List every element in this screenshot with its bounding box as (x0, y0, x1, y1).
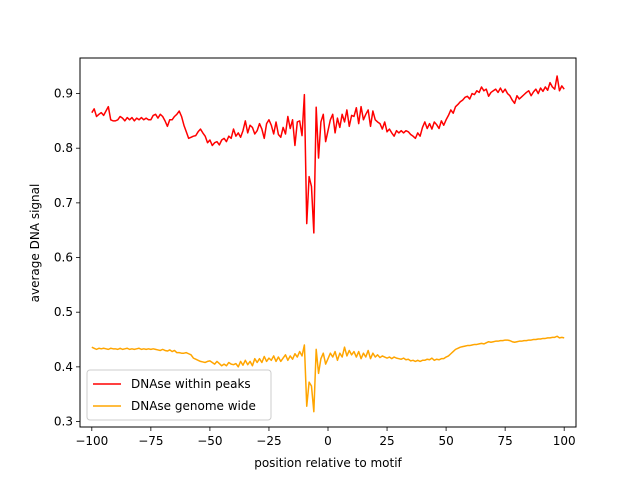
x-axis-label: position relative to motif (254, 456, 402, 470)
x-tick-label: −25 (256, 434, 281, 448)
y-tick-label: 0.3 (54, 415, 73, 429)
y-tick-label: 0.9 (54, 87, 73, 101)
y-axis-label: average DNA signal (28, 184, 42, 303)
y-tick-label: 0.4 (54, 360, 73, 374)
x-tick-label: 50 (438, 434, 453, 448)
y-tick-label: 0.7 (54, 196, 73, 210)
legend-box (86, 369, 272, 421)
x-tick-label: −75 (138, 434, 163, 448)
series-layer (91, 75, 565, 413)
series-line-genome-wide (91, 335, 565, 413)
legend-label-peaks: DNAse within peaks (131, 377, 251, 391)
legend-label-genome: DNAse genome wide (131, 399, 256, 413)
x-tick-label: 100 (553, 434, 576, 448)
x-tick-label: −50 (197, 434, 222, 448)
x-tick-label: 25 (379, 434, 394, 448)
x-tick-label: 0 (324, 434, 332, 448)
y-axis-ticks: 0.3 0.4 0.5 0.6 0.7 0.8 0.9 (54, 87, 80, 429)
x-tick-label: 75 (498, 434, 513, 448)
legend: DNAse within peaks DNAse genome wide (86, 369, 272, 421)
x-tick-label: −100 (75, 434, 108, 448)
x-axis-ticks: −100 −75 −50 −25 0 25 50 75 100 (75, 427, 576, 448)
series-line-within-peaks (91, 75, 565, 234)
y-tick-label: 0.8 (54, 141, 73, 155)
y-tick-label: 0.5 (54, 305, 73, 319)
y-tick-label: 0.6 (54, 251, 73, 265)
